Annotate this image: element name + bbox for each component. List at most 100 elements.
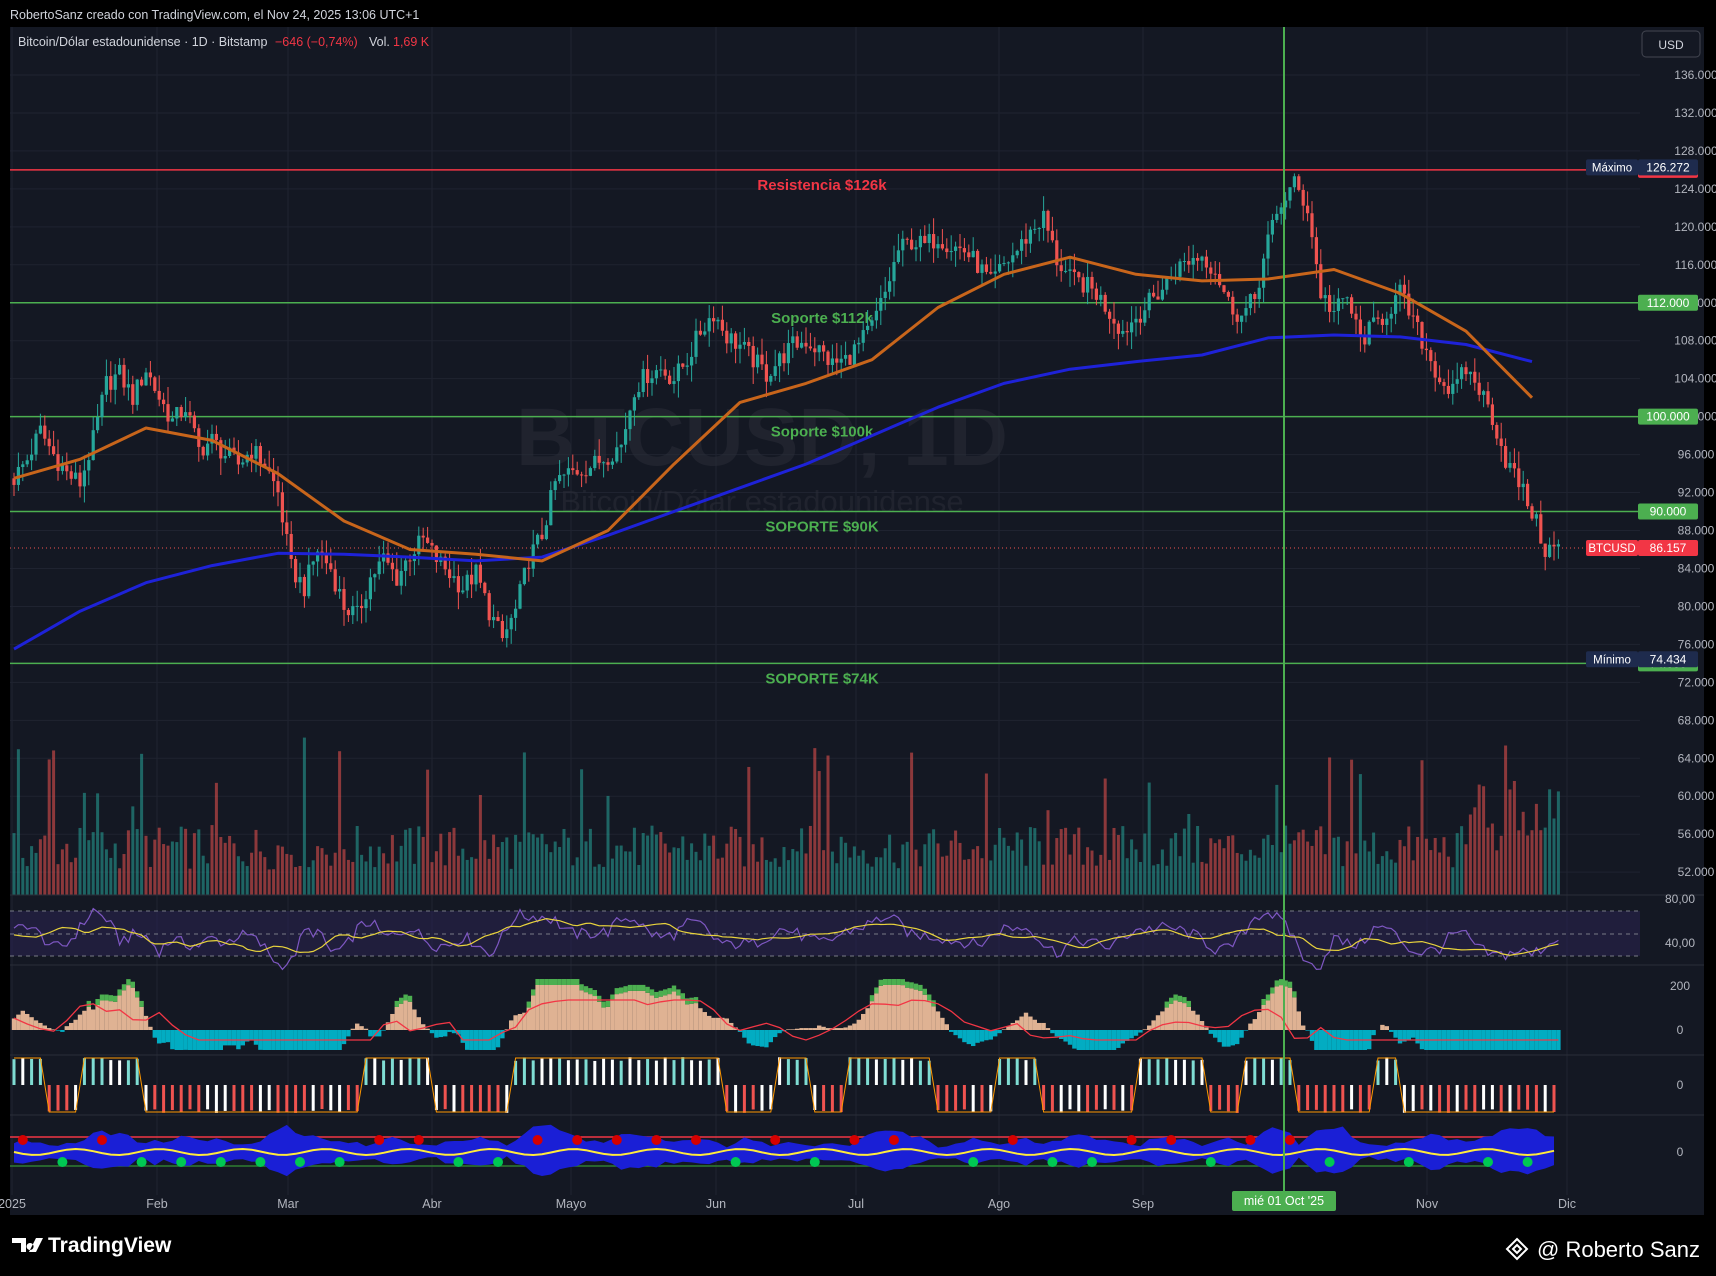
macd-bar (839, 1028, 844, 1030)
volume-bar (1253, 855, 1257, 895)
candle-body (1020, 239, 1024, 251)
candle-body (342, 589, 346, 610)
volume-bar (157, 827, 161, 895)
volume-bar (637, 864, 641, 895)
macd-bar (1001, 1029, 1007, 1030)
candle-body (1050, 230, 1054, 241)
candle-body (1442, 382, 1446, 386)
volume-bar (817, 771, 821, 895)
macd-bar (161, 1030, 166, 1043)
candle-body (1429, 350, 1433, 362)
level-badge (1638, 294, 1698, 311)
momentum-sell-dot (1126, 1135, 1137, 1145)
hist-bar (56, 1085, 60, 1111)
time-axis[interactable]: 2025 Feb Mar Abr Mayo Jun Jul Ago Sep Nov Dic mié 0… (0, 1191, 1576, 1211)
volume-bar (1490, 823, 1494, 895)
price-tick-label: 108.000 (1674, 334, 1716, 348)
hist-bar (74, 1085, 78, 1110)
hist-bar (839, 1085, 843, 1113)
candle-body (835, 358, 839, 363)
volume-bar (1460, 826, 1464, 895)
panel-tick-label: 0 (1677, 1023, 1684, 1037)
candle-body (1332, 310, 1336, 312)
volume-bar (302, 737, 306, 895)
macd-bar (984, 1030, 989, 1041)
macd-bar (227, 1030, 232, 1046)
macd-bar-peak (883, 979, 888, 985)
volume-bar (1477, 784, 1481, 895)
hist-bar (241, 1085, 245, 1113)
macd-bar (174, 1030, 179, 1050)
candle-body (373, 574, 377, 578)
volume-bar (1042, 864, 1046, 895)
hist-bar (813, 1085, 817, 1110)
price-axis[interactable]: 136.000 132.000 128.000 124.000 120.000 116.0… (1586, 68, 1716, 879)
volume-bar (734, 829, 738, 895)
volume-bar (883, 848, 887, 895)
volume-bar (1314, 830, 1318, 895)
instrument-title[interactable]: Bitcoin/Dólar estadounidense · 1D · Bits… (18, 35, 267, 49)
volume-bar (584, 841, 588, 895)
hist-bar (1262, 1058, 1266, 1085)
volume-bar (1240, 854, 1244, 895)
volume-bar (1002, 837, 1006, 895)
tradingview-logo[interactable]: TradingView (12, 1234, 172, 1257)
panel-tick-label: 40,00 (1665, 936, 1695, 950)
volume-bar (1482, 786, 1486, 895)
hist-bar (12, 1059, 16, 1085)
candle-body (637, 392, 641, 398)
candle-body (971, 250, 975, 258)
volume-bar (940, 856, 944, 895)
hist-bar (38, 1058, 42, 1085)
macd-bar (711, 1017, 716, 1030)
macd-bar (1023, 1012, 1029, 1030)
volume-bar (1077, 827, 1081, 895)
author-signature: @ Roberto Sanz (1505, 1237, 1700, 1262)
candle-body (681, 363, 685, 367)
macd-bar (1301, 1025, 1306, 1030)
candle-body (1121, 331, 1125, 334)
hist-bar (109, 1060, 113, 1085)
candle-body (1301, 189, 1305, 206)
candle-body (654, 370, 658, 379)
macd-bar (148, 1026, 153, 1030)
macd-bar-peak (869, 995, 875, 1002)
candle-body (1011, 255, 1015, 263)
author-name: @ Roberto Sanz (1537, 1237, 1700, 1262)
candle-body (800, 342, 804, 348)
macd-bar (557, 985, 562, 1030)
candle-body (593, 455, 597, 469)
macd-bar (1169, 1003, 1174, 1030)
candle-body (808, 346, 812, 349)
price-tick-label: 76.000 (1678, 637, 1715, 651)
candle-body (289, 533, 293, 559)
volume-bar (786, 860, 790, 895)
macd-bar-peak (575, 979, 580, 985)
volume-bar (192, 833, 196, 895)
hist-bar (65, 1085, 69, 1111)
candle-body (30, 454, 34, 461)
macd-bar-peak (654, 991, 659, 998)
macd-bar (759, 1030, 765, 1047)
candle-body (1512, 463, 1516, 469)
volume-bar (712, 835, 716, 895)
candle-body (738, 344, 742, 349)
macd-bar (1279, 985, 1284, 1030)
panel-tick-label: 200 (1670, 979, 1690, 993)
momentum-buy-dot (176, 1157, 187, 1167)
volume-bar (910, 752, 914, 895)
candle-body (307, 564, 311, 597)
macd-bar (245, 1030, 250, 1042)
volume-bar (742, 866, 746, 895)
macd-bar (1292, 997, 1297, 1030)
macd-bar (742, 1030, 747, 1038)
volume-bar (1068, 854, 1072, 895)
candle-body (822, 345, 826, 352)
candle-body (544, 525, 548, 540)
volume-bar (610, 858, 614, 895)
symbol-watermark: BTCUSD, 1D Bitcoin/Dólar estadounidense (516, 392, 1008, 519)
candle-body (448, 569, 452, 579)
macd-bar-peak (658, 990, 663, 997)
currency-button[interactable]: USD (1641, 30, 1701, 58)
